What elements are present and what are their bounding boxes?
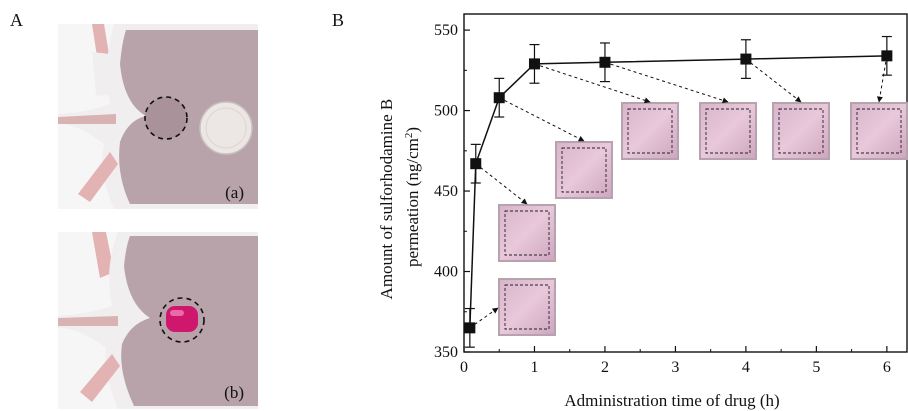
chart-axes: 0 1 2 3 4 5 6 350 400 450 500 550 — [434, 13, 908, 376]
x-tick-label: 1 — [530, 359, 538, 376]
skin-inset-image — [623, 104, 677, 158]
x-tick-label: 5 — [812, 359, 820, 376]
skin-inset-frame — [627, 108, 673, 154]
y-tick-label: 500 — [434, 103, 458, 120]
mouse-photo-b: (b) — [58, 232, 258, 409]
skin-inset-image — [500, 280, 554, 334]
y-tick-label: 450 — [434, 183, 458, 200]
panel-label-b: B — [332, 10, 345, 30]
x-tick-label: 2 — [601, 359, 609, 376]
plot-frame — [463, 13, 908, 353]
y-tick-label: 400 — [434, 264, 458, 281]
inset-arrow — [745, 58, 802, 103]
skin-inset-frame — [561, 147, 607, 193]
y-axis-title: Amount of sulforhodamine B permeation (n… — [377, 95, 422, 300]
skin-inset-frame — [504, 284, 550, 330]
skin-inset-frame — [778, 108, 824, 154]
skin-inset-image — [557, 143, 611, 197]
skin-inset-image — [774, 104, 828, 158]
permeation-chart: 0 1 2 3 4 5 6 350 400 450 500 550 Amount of sulforh… — [377, 13, 908, 410]
x-tick-label: 0 — [460, 359, 468, 376]
data-point — [740, 53, 752, 65]
inset-arrow — [604, 61, 729, 104]
skin-inset-frame — [856, 108, 902, 154]
panel-label-a: A — [10, 10, 23, 30]
inset-arrow — [499, 97, 585, 142]
skin-inset-frame — [504, 210, 550, 256]
data-point — [493, 92, 505, 104]
data-point — [464, 322, 476, 334]
inset-arrow — [876, 55, 888, 103]
x-tick-label: 4 — [742, 359, 750, 376]
mouse-back-untreated-image — [58, 24, 258, 209]
data-point — [599, 56, 611, 68]
skin-inset-image — [701, 104, 755, 158]
chart-plot — [464, 35, 893, 348]
skin-inset-frame — [705, 108, 751, 154]
x-tick-label: 3 — [671, 359, 679, 376]
photo-b-label: (b) — [224, 383, 244, 402]
skin-inset-image — [852, 104, 906, 158]
data-point — [528, 58, 540, 70]
skin-inset-image — [500, 206, 554, 260]
mouse-back-treated-image — [58, 232, 258, 409]
y-tick-label: 550 — [434, 22, 458, 39]
x-axis-title: Administration time of drug (h) — [564, 391, 779, 410]
mouse-photo-a: (a) — [58, 24, 258, 209]
inset-arrow — [475, 163, 528, 205]
x-tick-label: 6 — [883, 359, 891, 376]
y-tick-label: 350 — [434, 344, 458, 361]
skin-insets — [469, 55, 908, 336]
data-point — [470, 158, 482, 170]
data-point — [881, 50, 893, 62]
photo-a-label: (a) — [225, 183, 244, 202]
inset-arrow — [534, 63, 651, 104]
